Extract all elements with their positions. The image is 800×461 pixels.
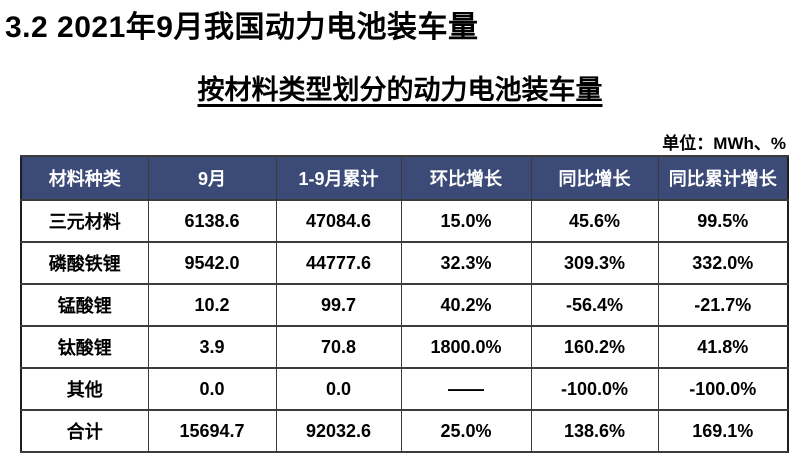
column-header-jan-sep-total: 1-9月累计 [275,155,402,201]
cell-value: 0.0 [147,367,277,411]
cell-value: 6138.6 [147,199,277,243]
cell-value: 160.2% [530,325,659,369]
cell-value: 309.3% [530,241,659,285]
page-title: 3.2 2021年9月我国动力电池装车量 [5,11,479,44]
cell-material: 钛酸锂 [20,325,149,369]
table-caption-text: 按材料类型划分的动力电池装车量 [197,75,603,105]
cell-value: 92032.6 [275,409,402,453]
unit-note: 单位：MWh、% [662,134,786,153]
cell-value: 44777.6 [275,241,402,285]
cell-value: 40.2% [400,283,532,327]
column-header-material-type: 材料种类 [20,155,149,201]
cell-value: 70.8 [275,325,402,369]
cell-value: 47084.6 [275,199,402,243]
table-header-row: 材料种类 9月 1-9月累计 环比增长 同比增长 同比累计增长 [20,155,789,201]
cell-value: 10.2 [147,283,277,327]
cell-material: 其他 [20,367,149,411]
cell-value: 332.0% [657,241,789,285]
column-header-yoy-cumulative-growth: 同比累计增长 [657,155,789,201]
table-row-other: 其他 0.0 0.0 —— -100.0% -100.0% [20,367,789,411]
table-row-lto: 钛酸锂 3.9 70.8 1800.0% 160.2% 41.8% [20,325,789,369]
cell-value: -100.0% [530,367,659,411]
cell-value: 1800.0% [400,325,532,369]
cell-value: 25.0% [400,409,532,453]
cell-value: 15.0% [400,199,532,243]
cell-value: 99.7 [275,283,402,327]
table-row-lfp: 磷酸铁锂 9542.0 44777.6 32.3% 309.3% 332.0% [20,241,789,285]
battery-install-table: 材料种类 9月 1-9月累计 环比增长 同比增长 同比累计增长 三元材料 613… [20,155,789,453]
column-header-september: 9月 [147,155,277,201]
cell-material: 三元材料 [20,199,149,243]
cell-value: 99.5% [657,199,789,243]
column-header-yoy-growth: 同比增长 [530,155,659,201]
table-caption: 按材料类型划分的动力电池装车量 [0,68,800,107]
table-row-total: 合计 15694.7 92032.6 25.0% 138.6% 169.1% [20,409,789,453]
cell-material: 合计 [20,409,149,453]
cell-value: -21.7% [657,283,789,327]
cell-material: 磷酸铁锂 [20,241,149,285]
cell-value: -100.0% [657,367,789,411]
cell-value: 138.6% [530,409,659,453]
cell-value: 9542.0 [147,241,277,285]
cell-value: 32.3% [400,241,532,285]
cell-value: -56.4% [530,283,659,327]
cell-value: 169.1% [657,409,789,453]
cell-value: 45.6% [530,199,659,243]
cell-value: —— [400,367,532,411]
column-header-mom-growth: 环比增长 [400,155,532,201]
cell-value: 41.8% [657,325,789,369]
table-row-ternary: 三元材料 6138.6 47084.6 15.0% 45.6% 99.5% [20,199,789,243]
cell-value: 3.9 [147,325,277,369]
cell-material: 锰酸锂 [20,283,149,327]
table-row-lmo: 锰酸锂 10.2 99.7 40.2% -56.4% -21.7% [20,283,789,327]
cell-value: 15694.7 [147,409,277,453]
cell-value: 0.0 [275,367,402,411]
